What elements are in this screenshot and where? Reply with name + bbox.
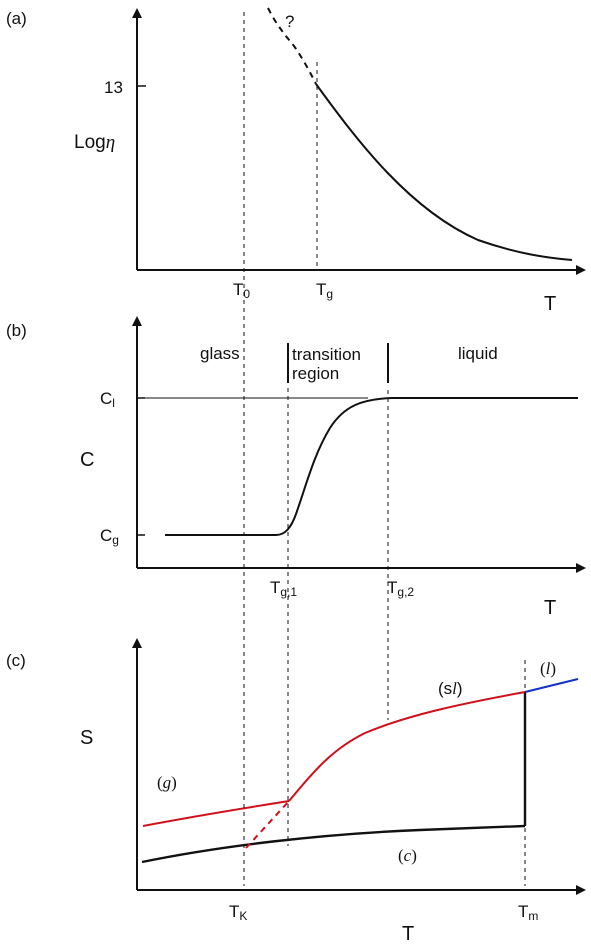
panel-a: (a) 13 Logη ? T0 Tg T	[6, 7, 586, 315]
panel-a-label: (a)	[6, 9, 27, 28]
panel-c-tk-label: TK	[229, 902, 247, 923]
panel-c-crystal-entropy-curve	[141, 824, 526, 864]
panel-b-heat-capacity-curve	[165, 397, 578, 536]
panel-b-label: (b)	[6, 321, 27, 340]
panel-c-supercooled-liquid-curve	[288, 691, 526, 802]
panel-c-label: (c)	[6, 651, 26, 670]
vertical-guides	[243, 12, 526, 886]
panel-b-x-label: T	[544, 597, 556, 619]
panel-c: (c) S (g) (c) (sl) (l) TK Tm T	[6, 638, 586, 944]
panel-a-viscosity-dashed-curve	[267, 7, 317, 85]
panel-a-viscosity-curve	[315, 83, 573, 261]
panel-b-cg-label: Cg	[100, 526, 119, 547]
panel-a-y-tick-label: 13	[104, 78, 123, 97]
panel-c-liquid-entropy-line	[524, 678, 579, 693]
panel-b-region-transition-line2: region	[292, 364, 339, 383]
panel-a-tg-label: Tg	[316, 280, 333, 301]
panel-b-y-label: C	[80, 449, 94, 471]
panel-b-tg2-label: Tg,2	[387, 578, 414, 599]
panel-a-question-mark: ?	[285, 12, 294, 31]
panel-c-label-supercooled: (sl)	[438, 679, 463, 698]
panel-b-region-liquid: liquid	[458, 344, 498, 363]
panel-c-x-label: T	[402, 923, 414, 944]
panel-b-cl-label: Cl	[100, 389, 115, 410]
panel-a-x-label: T	[544, 293, 556, 315]
panel-c-y-label: S	[80, 727, 93, 749]
panel-c-label-liquid: (l)	[540, 659, 556, 678]
panel-c-label-crystal: (c)	[398, 846, 417, 865]
panel-b-region-transition-line1: transition	[292, 345, 361, 364]
panel-b-tg1-label: Tg,1	[270, 578, 297, 599]
panel-a-t0-label: T0	[233, 280, 250, 301]
panel-a-y-label: Logη	[74, 132, 115, 153]
panel-b-region-glass: glass	[200, 344, 240, 363]
panel-b: (b) Cl Cg C glass transition region liqu…	[6, 316, 586, 619]
panel-c-label-glass: (g)	[157, 773, 177, 792]
panel-c-tm-label: Tm	[518, 902, 538, 923]
panel-c-glass-entropy-line	[142, 800, 290, 827]
